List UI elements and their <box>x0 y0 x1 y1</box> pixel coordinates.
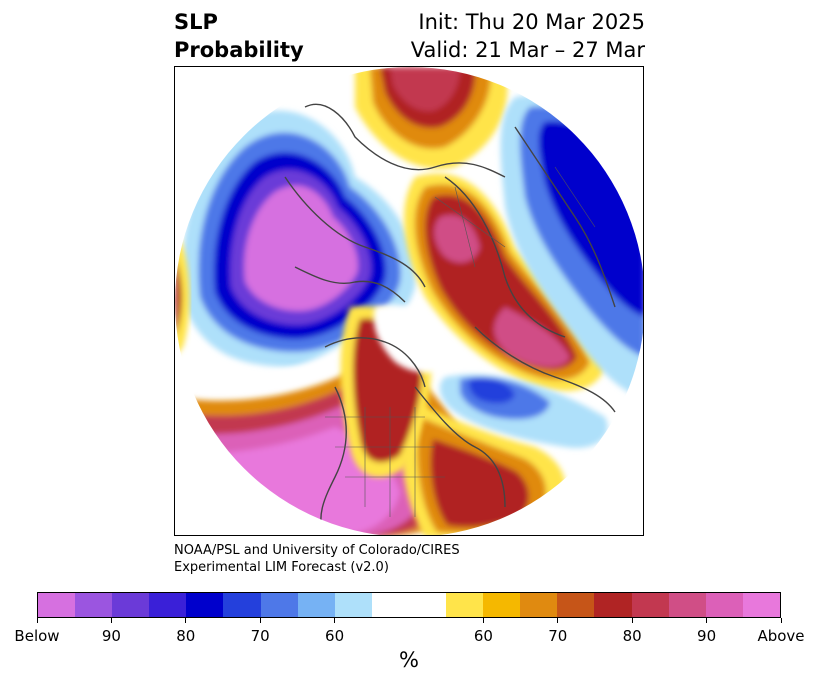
colorbar-tick-label: 90 <box>697 627 717 645</box>
probability-map <box>175 67 643 535</box>
colorbar-tick-mark <box>557 618 559 623</box>
colorbar-segment <box>334 593 372 617</box>
colorbar-tick-label: Above <box>757 627 805 645</box>
colorbar-segment <box>38 593 76 617</box>
valid-range: Valid: 21 Mar – 27 Mar <box>410 38 645 62</box>
colorbar-tick-label: 70 <box>548 627 568 645</box>
colorbar-segment <box>668 593 706 617</box>
political-borders <box>325 166 596 517</box>
credit-line-1: NOAA/PSL and University of Colorado/CIRE… <box>174 543 460 558</box>
colorbar-tick-mark <box>110 618 112 623</box>
colorbar-segment <box>371 593 409 617</box>
colorbar-segment <box>705 593 743 617</box>
title-right: Init: Thu 20 Mar 2025 Valid: 21 Mar – 27… <box>411 8 645 64</box>
colorbar-tick-label: 90 <box>101 627 121 645</box>
credit-line-2: Experimental LIM Forecast (v2.0) <box>174 560 389 575</box>
colorbar-tick-label: 70 <box>250 627 270 645</box>
init-date: Init: Thu 20 Mar 2025 <box>418 10 645 34</box>
colorbar-segment <box>75 593 113 617</box>
colorbar-tick-mark <box>185 618 187 623</box>
colorbar-tick-mark <box>631 618 633 623</box>
colorbar-tick-mark <box>259 618 261 623</box>
title-quantity: Probability <box>174 38 304 62</box>
credit-text: NOAA/PSL and University of Colorado/CIRE… <box>174 542 460 576</box>
colorbar-segment <box>408 593 447 617</box>
map-panel <box>174 66 644 536</box>
colorbar-unit: % <box>399 648 419 672</box>
colorbar <box>37 592 781 618</box>
colorbar-tick-label: 80 <box>622 627 642 645</box>
colorbar-segment <box>483 593 521 617</box>
colorbar-segment <box>186 593 224 617</box>
colorbar-tick-mark <box>334 618 336 623</box>
colorbar-tick-label: 80 <box>176 627 196 645</box>
colorbar-segment <box>260 593 298 617</box>
colorbar-segment <box>520 593 558 617</box>
title-left: SLP Probability <box>174 8 304 64</box>
title-variable: SLP <box>174 10 218 34</box>
colorbar-segment <box>446 593 484 617</box>
colorbar-tick-mark <box>36 618 38 623</box>
colorbar-segment <box>631 593 669 617</box>
colorbar-segment <box>594 593 632 617</box>
colorbar-tick-mark <box>780 618 782 623</box>
colorbar-tick-mark <box>706 618 708 623</box>
colorbar-tick-label: 60 <box>325 627 345 645</box>
colorbar-segment <box>557 593 595 617</box>
colorbar-tick-label: 60 <box>473 627 493 645</box>
colorbar-segment <box>223 593 261 617</box>
colorbar-segment <box>297 593 335 617</box>
colorbar-tick-mark <box>482 618 484 623</box>
colorbar-tick-label: Below <box>14 627 60 645</box>
probability-field <box>175 67 643 535</box>
colorbar-segment <box>149 593 187 617</box>
colorbar-segment <box>112 593 150 617</box>
colorbar-segment <box>742 593 780 617</box>
